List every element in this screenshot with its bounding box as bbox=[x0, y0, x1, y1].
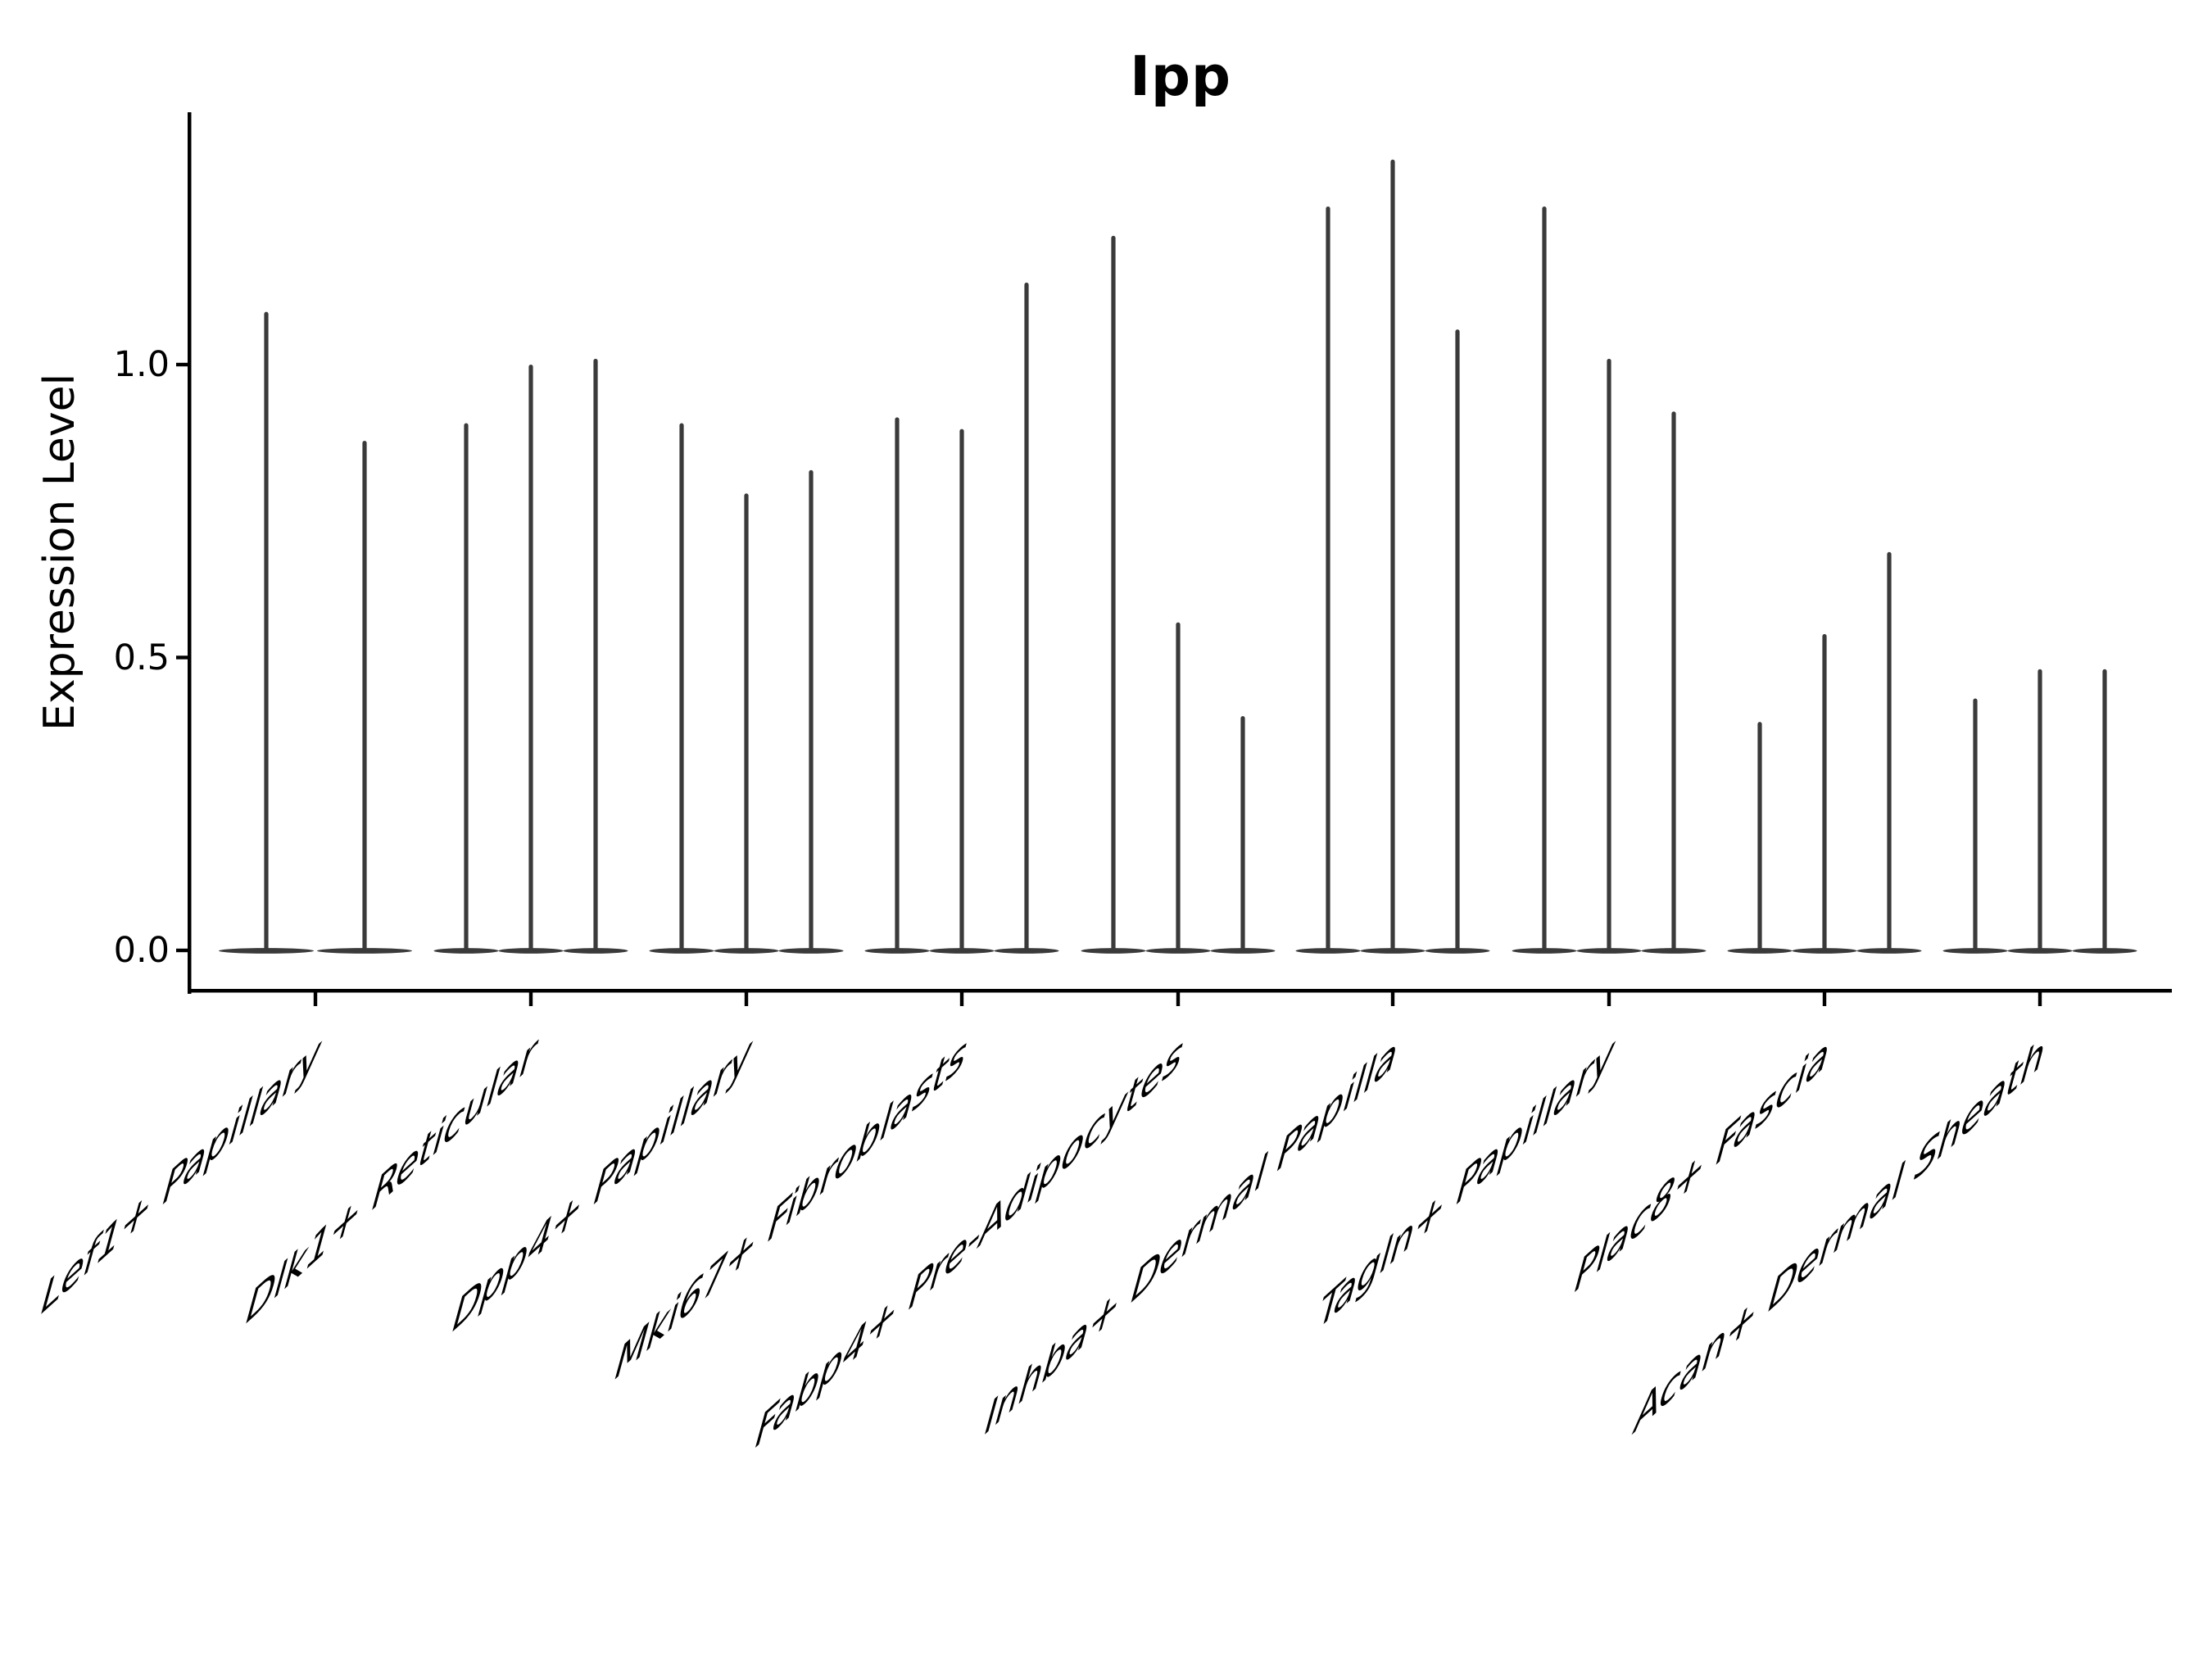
violin-spike bbox=[264, 311, 269, 953]
violin-spike bbox=[1973, 698, 1978, 953]
x-tick-mark bbox=[1176, 992, 1181, 1006]
violin-spike bbox=[362, 440, 367, 953]
violin-spike bbox=[744, 493, 749, 953]
violin-spike bbox=[809, 469, 814, 953]
violin-chart-canvas bbox=[176, 112, 2172, 1006]
violin-spike bbox=[1757, 722, 1762, 953]
y-tick-label: 1.0 bbox=[113, 344, 170, 385]
chart-title: Ipp bbox=[1130, 44, 1231, 108]
violin-spike bbox=[1887, 551, 1892, 953]
violin-spike bbox=[1671, 411, 1676, 953]
violin-spike bbox=[1240, 716, 1245, 953]
violin-spike bbox=[464, 423, 469, 953]
x-axis-spine bbox=[188, 989, 2172, 993]
y-axis-spine bbox=[188, 112, 192, 994]
violin-spike bbox=[1024, 282, 1029, 953]
x-tick-mark bbox=[959, 992, 964, 1006]
violin-figure: Ipp Expression Level 0.0 0.5 1.0 Lef1+ Pap… bbox=[34, 44, 2172, 1463]
x-tick-mark bbox=[1390, 992, 1395, 1006]
violin-spike bbox=[593, 358, 598, 954]
violin-spike bbox=[1455, 329, 1460, 954]
violin-spike bbox=[2037, 669, 2042, 953]
x-tick-mark bbox=[744, 992, 749, 1006]
violin-spike bbox=[679, 423, 684, 953]
violin-spike bbox=[959, 428, 964, 953]
violin-spike bbox=[1822, 633, 1827, 953]
x-tick-mark bbox=[528, 992, 533, 1006]
y-tick-label: 0.5 bbox=[113, 637, 170, 678]
violin-spike bbox=[1176, 622, 1181, 953]
y-tick-mark bbox=[176, 948, 188, 953]
violin-spike bbox=[1607, 358, 1611, 954]
x-tick-mark bbox=[313, 992, 318, 1006]
violin-spike bbox=[895, 417, 900, 954]
y-tick-label: 0.0 bbox=[113, 930, 170, 971]
x-tick-mark bbox=[1607, 992, 1611, 1006]
y-tick-mark bbox=[176, 362, 188, 367]
violin-spike bbox=[1111, 235, 1116, 953]
y-tick-mark bbox=[176, 655, 188, 660]
violin-spike bbox=[528, 365, 533, 953]
x-tick-mark bbox=[2037, 992, 2042, 1006]
x-tick-mark bbox=[1822, 992, 1827, 1006]
violin-spike bbox=[1390, 159, 1395, 953]
violin-spike bbox=[1542, 206, 1547, 953]
violin-spike bbox=[1326, 206, 1330, 953]
violin-spike bbox=[2102, 669, 2107, 953]
